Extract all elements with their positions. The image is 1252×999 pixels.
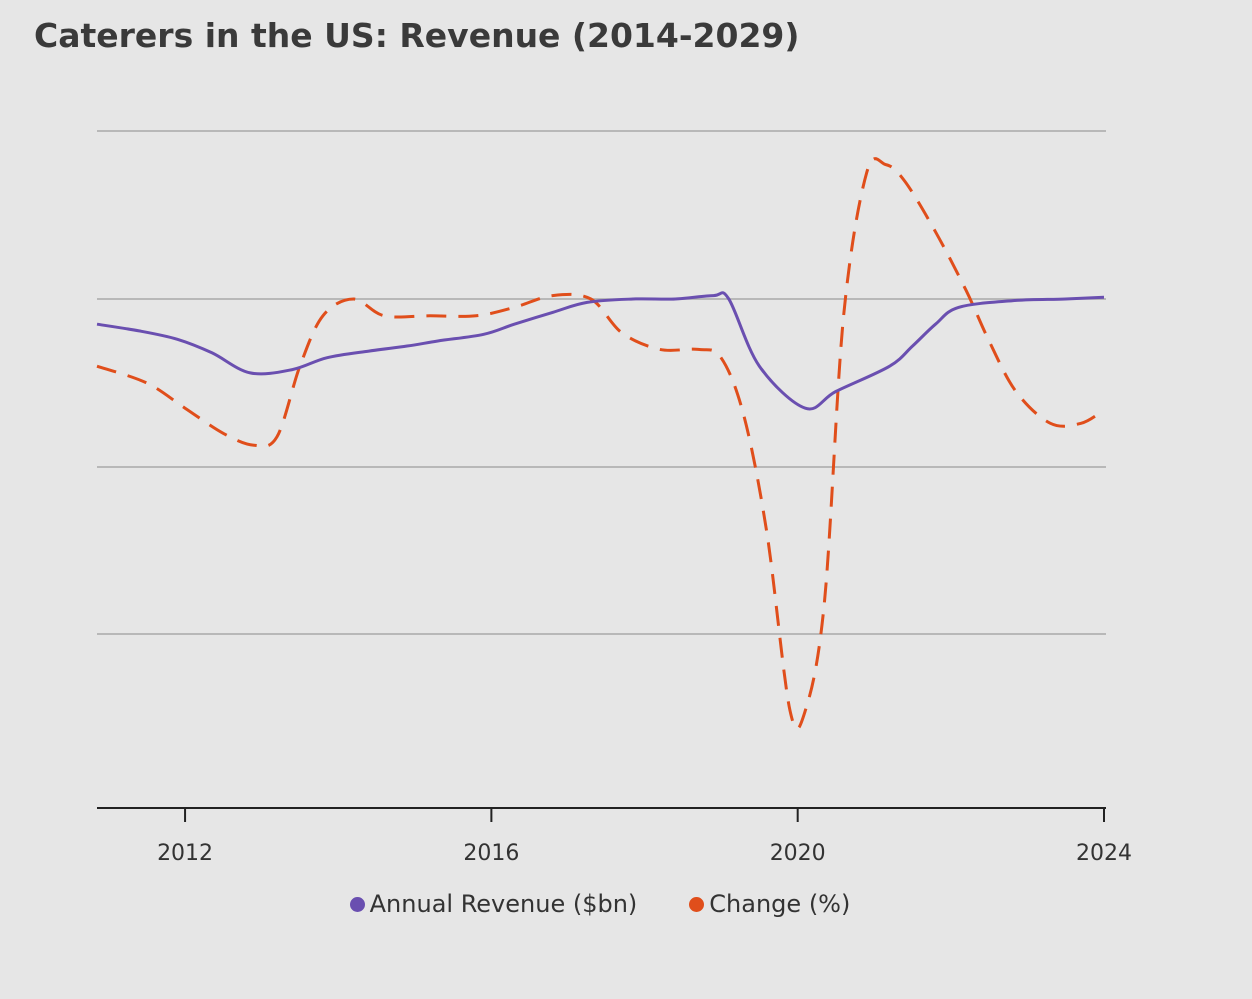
x-tick-label-2016: 2016 [463,841,519,866]
series-line-change [96,157,1105,730]
legend-label-change: Change (%) [709,890,851,918]
x-axis [97,807,1106,822]
line-chart: 2012 2016 2020 2024 [96,130,1132,866]
x-tick-label-2024: 2024 [1076,841,1132,866]
x-axis-tick-labels: 2012 2016 2020 2024 [157,841,1132,866]
series-line-annual-revenue [96,291,1105,411]
x-tick-label-2020: 2020 [770,841,826,866]
chart-title: Caterers in the US: Revenue (2014-2029) [34,16,800,55]
legend-item-annual-revenue: Annual Revenue ($bn) [349,890,638,918]
x-tick-label-2012: 2012 [157,841,213,866]
legend-swatch-change [689,896,705,912]
legend-item-change: Change (%) [689,890,850,918]
legend-swatch-annual-revenue [349,896,365,912]
series-lines [96,157,1105,730]
legend: Annual Revenue ($bn) Change (%) [0,890,1200,918]
legend-label-annual-revenue: Annual Revenue ($bn) [369,890,638,918]
gridlines [97,130,1106,635]
